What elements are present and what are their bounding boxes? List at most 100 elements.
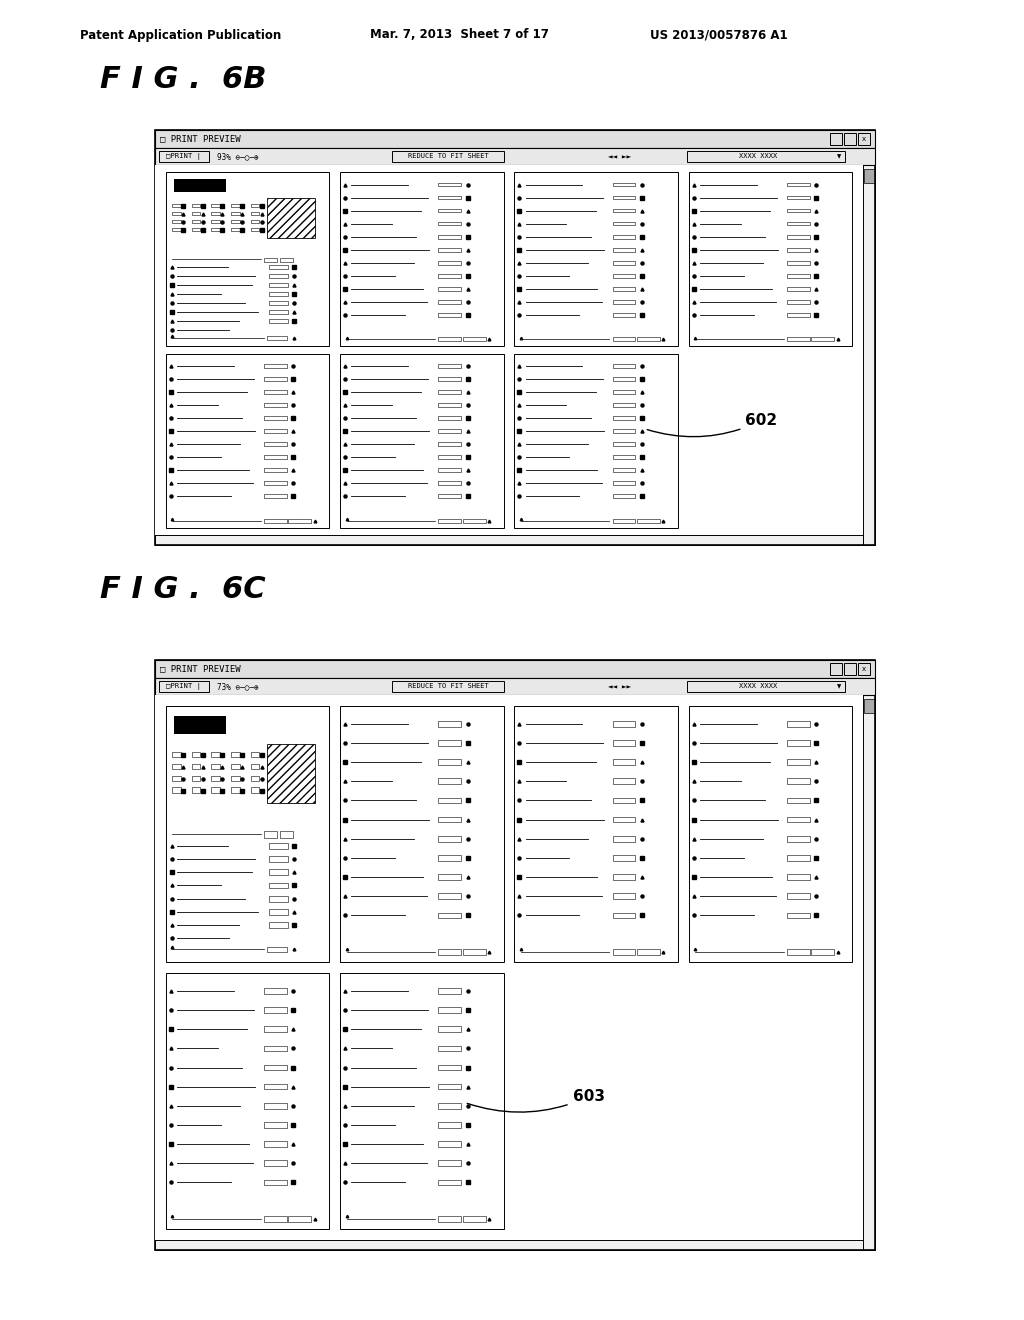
- Bar: [612, 403, 636, 407]
- Bar: [289, 519, 311, 523]
- Bar: [438, 338, 461, 342]
- Bar: [612, 195, 636, 199]
- Bar: [463, 949, 485, 954]
- Bar: [251, 228, 259, 231]
- Bar: [268, 870, 289, 875]
- Bar: [438, 817, 461, 822]
- Bar: [438, 949, 461, 954]
- Bar: [264, 1216, 287, 1222]
- Bar: [267, 335, 287, 339]
- Bar: [264, 1084, 287, 1089]
- Bar: [191, 776, 201, 781]
- Bar: [438, 300, 461, 304]
- Bar: [844, 133, 856, 145]
- Bar: [191, 764, 201, 770]
- Bar: [463, 1216, 485, 1222]
- Bar: [637, 519, 660, 523]
- Bar: [864, 169, 874, 183]
- Bar: [786, 779, 810, 784]
- Bar: [689, 173, 852, 346]
- Bar: [264, 480, 287, 484]
- Text: x: x: [862, 136, 866, 143]
- Bar: [438, 378, 461, 380]
- Bar: [612, 260, 636, 264]
- Bar: [268, 896, 289, 902]
- Bar: [231, 219, 240, 223]
- Bar: [612, 389, 636, 393]
- Text: 93% ⊖—○—⊕: 93% ⊖—○—⊕: [217, 152, 259, 161]
- Bar: [438, 1142, 461, 1147]
- Bar: [438, 989, 461, 994]
- Bar: [268, 310, 289, 314]
- Text: □PRINT |: □PRINT |: [167, 153, 202, 160]
- Bar: [438, 519, 461, 523]
- Text: XXXX XXXX: XXXX XXXX: [739, 684, 777, 689]
- Bar: [268, 293, 289, 296]
- Bar: [191, 228, 201, 231]
- Bar: [264, 442, 287, 446]
- Bar: [786, 836, 810, 842]
- Bar: [212, 776, 220, 781]
- Bar: [281, 832, 293, 838]
- Bar: [438, 442, 461, 446]
- Bar: [612, 313, 636, 317]
- Text: ◄◄ ►►: ◄◄ ►►: [608, 152, 631, 161]
- Bar: [811, 338, 835, 342]
- Bar: [264, 429, 287, 433]
- Bar: [612, 836, 636, 842]
- Bar: [231, 752, 240, 758]
- Bar: [264, 455, 287, 459]
- Text: Mar. 7, 2013  Sheet 7 of 17: Mar. 7, 2013 Sheet 7 of 17: [370, 29, 549, 41]
- Bar: [612, 442, 636, 446]
- Bar: [251, 752, 259, 758]
- Bar: [637, 949, 660, 954]
- Bar: [191, 752, 201, 758]
- Bar: [340, 354, 504, 528]
- Bar: [191, 219, 201, 223]
- Bar: [268, 843, 289, 849]
- Bar: [844, 663, 856, 675]
- Bar: [786, 300, 810, 304]
- Bar: [438, 836, 461, 842]
- Bar: [438, 416, 461, 420]
- Bar: [231, 788, 240, 793]
- Bar: [612, 759, 636, 766]
- Bar: [268, 284, 289, 288]
- Bar: [612, 455, 636, 459]
- Bar: [268, 275, 289, 279]
- Bar: [251, 764, 259, 770]
- Bar: [786, 949, 810, 954]
- Bar: [251, 776, 259, 781]
- Bar: [612, 855, 636, 861]
- Text: ▼: ▼: [837, 684, 841, 689]
- Bar: [786, 759, 810, 766]
- Bar: [166, 706, 330, 962]
- Text: 603: 603: [467, 1089, 604, 1113]
- Bar: [612, 273, 636, 277]
- Bar: [864, 700, 874, 713]
- Bar: [612, 519, 636, 523]
- Bar: [438, 721, 461, 726]
- Bar: [612, 378, 636, 380]
- Bar: [786, 286, 810, 290]
- Bar: [514, 173, 678, 346]
- Bar: [786, 248, 810, 252]
- Bar: [612, 494, 636, 498]
- Bar: [438, 1104, 461, 1109]
- Bar: [155, 535, 863, 545]
- Bar: [612, 469, 636, 471]
- Text: REDUCE TO FIT SHEET: REDUCE TO FIT SHEET: [408, 153, 488, 160]
- Bar: [438, 494, 461, 498]
- Bar: [212, 219, 220, 223]
- Bar: [786, 260, 810, 264]
- Bar: [786, 912, 810, 919]
- Bar: [231, 228, 240, 231]
- Bar: [172, 752, 180, 758]
- Bar: [438, 235, 461, 239]
- Bar: [438, 797, 461, 804]
- Bar: [289, 1216, 311, 1222]
- Bar: [438, 741, 461, 746]
- Text: 73% ⊖—○—⊕: 73% ⊖—○—⊕: [217, 682, 259, 690]
- Bar: [612, 338, 636, 342]
- Bar: [340, 973, 504, 1229]
